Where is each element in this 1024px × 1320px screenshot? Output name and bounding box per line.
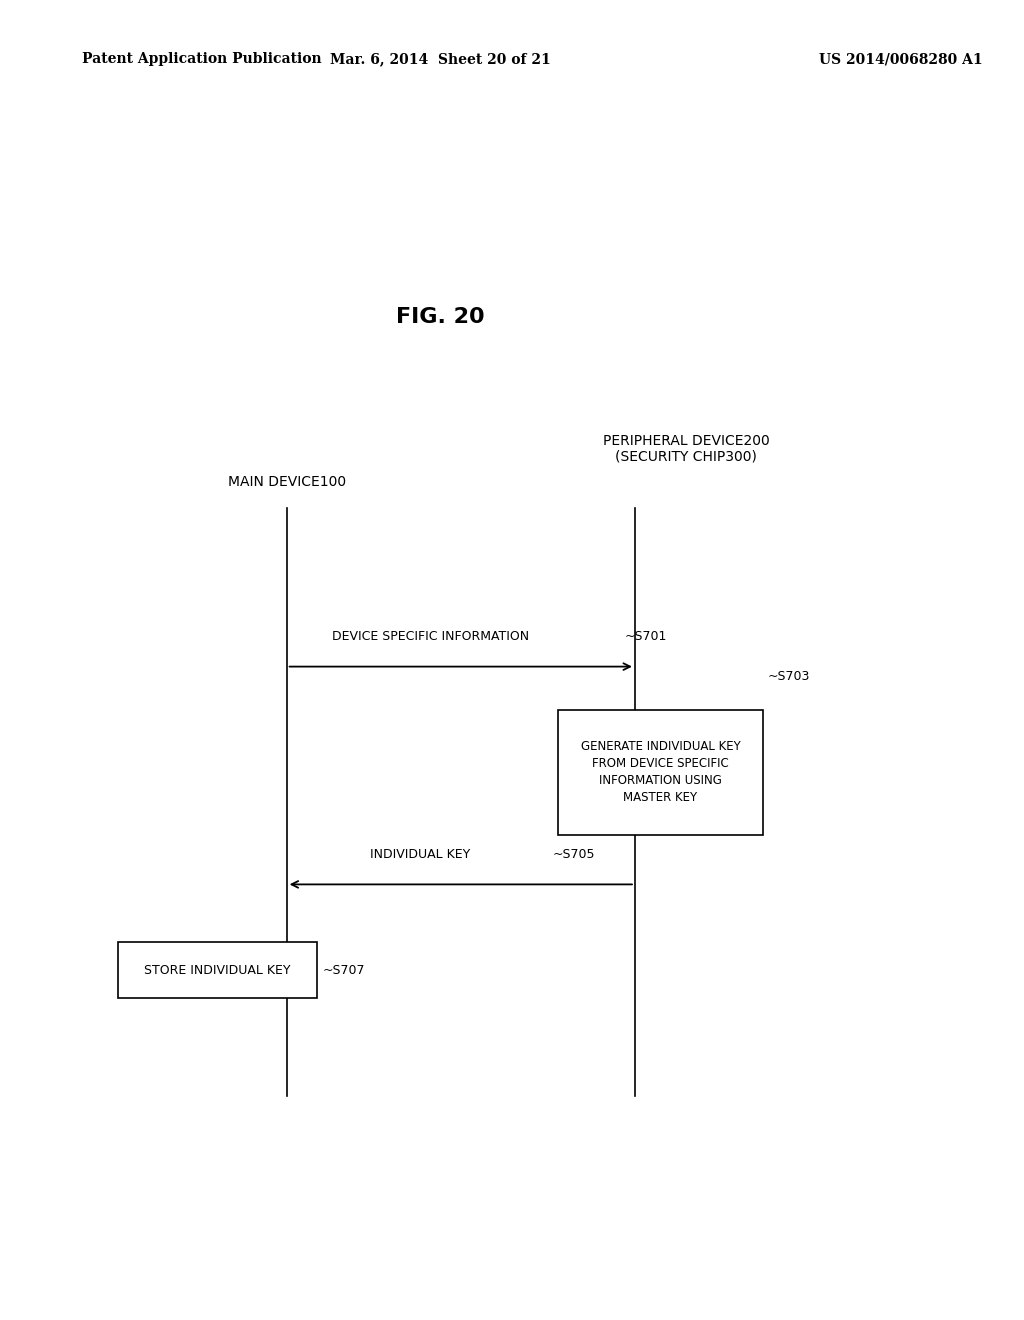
Text: GENERATE INDIVIDUAL KEY
FROM DEVICE SPECIFIC
INFORMATION USING
MASTER KEY: GENERATE INDIVIDUAL KEY FROM DEVICE SPEC… [581,741,740,804]
Text: US 2014/0068280 A1: US 2014/0068280 A1 [819,53,983,66]
Text: INDIVIDUAL KEY: INDIVIDUAL KEY [370,847,470,861]
Text: MAIN DEVICE100: MAIN DEVICE100 [227,475,346,488]
Text: STORE INDIVIDUAL KEY: STORE INDIVIDUAL KEY [144,964,291,977]
FancyBboxPatch shape [118,942,317,998]
Text: ~S707: ~S707 [323,964,366,977]
Text: ~S701: ~S701 [625,630,667,643]
Text: ~S705: ~S705 [553,847,596,861]
FancyBboxPatch shape [558,710,763,836]
Text: DEVICE SPECIFIC INFORMATION: DEVICE SPECIFIC INFORMATION [332,630,528,643]
Text: PERIPHERAL DEVICE200
(SECURITY CHIP300): PERIPHERAL DEVICE200 (SECURITY CHIP300) [603,434,769,463]
Text: Patent Application Publication: Patent Application Publication [82,53,322,66]
Text: FIG. 20: FIG. 20 [396,306,484,327]
Text: Mar. 6, 2014  Sheet 20 of 21: Mar. 6, 2014 Sheet 20 of 21 [330,53,551,66]
Text: ~S703: ~S703 [768,671,810,684]
